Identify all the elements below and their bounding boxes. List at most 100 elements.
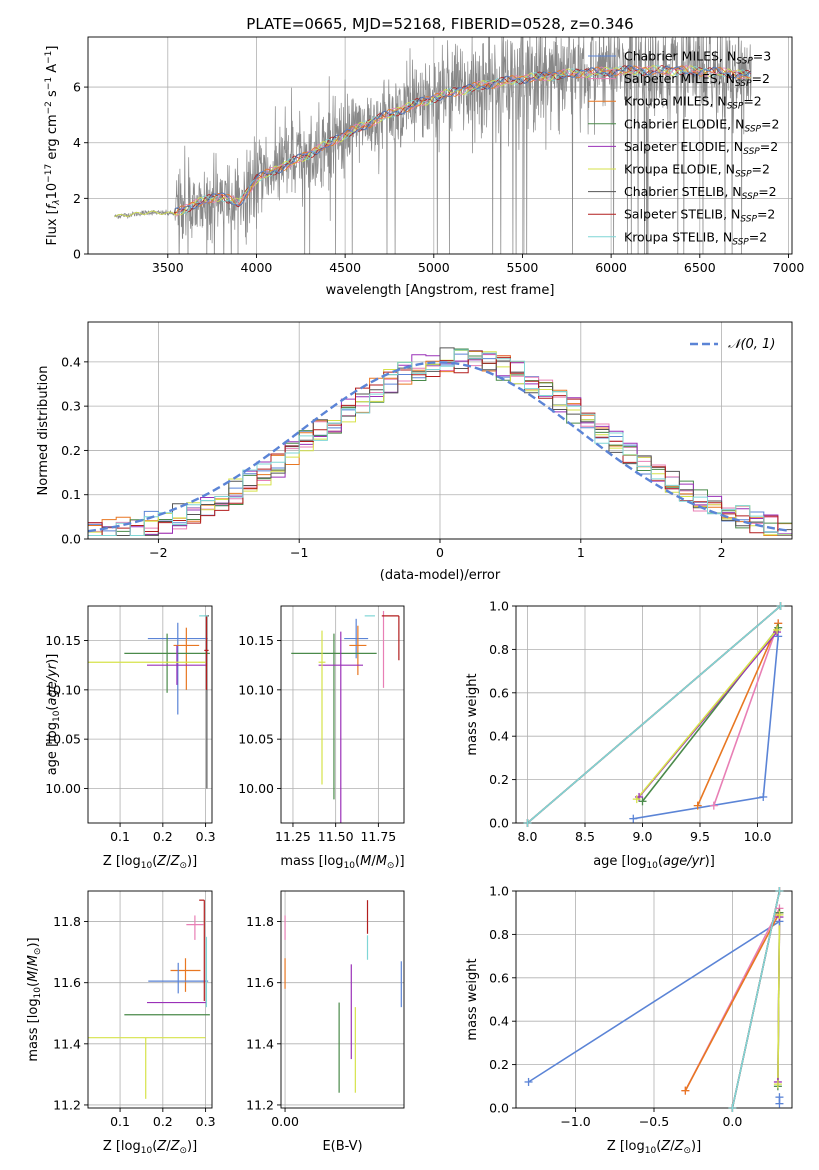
y-tick-label: 11.8 [246,914,274,929]
x-tick-label: 0.2 [153,829,173,844]
y-tick-label: 0.2 [61,443,81,458]
x-axis-label: (data-model)/error [380,568,501,583]
y-tick-label: 10.05 [238,732,274,747]
y-tick-label: 0 [73,247,81,262]
x-tick-label: 8.5 [575,829,595,844]
y-tick-label: 6 [73,80,81,95]
x-tick-label: 7000 [773,260,805,275]
histogram-plot-area [88,347,792,536]
weight-line [684,912,781,1091]
legend-entry: Salpeter STELIB, NSSP=2 [624,207,775,225]
mass_vs_EBV-frame [280,890,405,1109]
x-tick-label: 2 [718,545,726,560]
legend-entry: Chabrier MILES, NSSP=3 [624,49,771,67]
mass_vs_Z-axes: 0.1 0.2 0.3 11.2 11.4 11.6 11.8 Z [log10(Z/Z⊙)]… [26,890,216,1156]
mass_vs_EBV-axes: 0.00 11.2 11.4 11.6 11.8 E(B-V) [246,890,405,1154]
y-tick-label: 0.0 [489,816,509,831]
y-axis-label: age [log10(age/yr)] [45,654,62,776]
x-tick-label: 4000 [241,260,273,275]
x-tick-label: 9.0 [633,829,653,844]
y-tick-label: 2 [73,191,81,206]
model-spectrum-line [174,64,751,210]
error-bar-point [173,627,200,690]
weight-line [713,623,779,806]
weight-line [526,606,782,823]
legend-entry: Salpeter MILES, NSSP=2 [624,71,770,89]
error-bar-point [148,962,209,994]
y-tick-label: 11.6 [246,975,274,990]
error-bar-point [291,633,377,800]
age_vs_mass-plot-area [291,610,400,823]
weight_vs_Z-plot-area [528,891,781,1108]
error-bar-point [204,615,209,690]
spectrum-legend: Chabrier MILES, NSSP=3 Salpeter MILES, NS… [588,49,779,247]
spectrum-axes: 3500 4000 4500 5000 5500 6000 6500 7000 0 2 4 6 wave… [44,36,805,298]
weight_vs_Z-axes: −1.0 −0.5 0.0 0.0 0.2 0.4 0.6 0.8 1.0 Z [log10(Z/… [465,884,793,1156]
y-tick-label: 0.6 [489,970,509,985]
weight-line [636,629,778,800]
error-bar-point [88,1037,206,1099]
y-tick-label: 0.6 [489,685,509,700]
x-tick-label: −2 [149,545,167,560]
y-tick-label: 0.0 [489,1101,509,1116]
error-bar-point [147,645,207,685]
x-tick-label: 3500 [152,260,184,275]
x-tick-label: 1 [577,545,585,560]
y-tick-label: 1.0 [489,884,509,899]
error-bar-point [147,622,208,715]
y-tick-label: 0.2 [489,1057,509,1072]
x-axis-label: mass [log10(M/M⊙)] [280,854,404,871]
y-tick-label: 4 [73,135,81,150]
y-tick-label: 11.8 [53,914,81,929]
x-tick-label: 8.0 [518,829,538,844]
error-bar-point [381,615,400,661]
weight_vs_age-plot-area [526,606,782,823]
y-tick-label: 0.8 [489,927,509,942]
y-tick-label: 11.4 [53,1036,81,1051]
spectrum-frame [87,36,793,255]
error-bar-point [344,618,369,659]
x-tick-label: 0 [436,545,444,560]
weight-line [696,623,779,806]
y-tick-label: 11.2 [53,1097,81,1112]
histogram-step [88,347,792,536]
legend-entry: Chabrier ELODIE, NSSP=2 [624,116,779,134]
y-tick-label: 10.15 [238,633,274,648]
y-tick-label: 10.00 [238,781,274,796]
x-axis-label: Z [log10(Z/Z⊙)] [103,854,197,871]
x-tick-label: 0.3 [196,1114,216,1129]
x-tick-label: 5000 [418,260,450,275]
x-tick-label: 5500 [507,260,539,275]
x-tick-label: 6500 [684,260,716,275]
error-bar-point [199,899,205,1002]
mass_vs_EBV-grid [281,891,404,1108]
histogram-axes: −2 −1 0 1 2 0.0 0.1 0.2 0.3 0.4 𝒩(0, 1) (data-model… [36,321,793,583]
age_vs_Z-frame [87,605,213,824]
x-axis-label: wavelength [Angstrom, rest frame] [326,283,555,298]
mass_vs_Z-frame [87,890,213,1109]
legend-entry: Kroupa ELODIE, NSSP=2 [624,162,770,180]
y-axis-label: mass weight [465,673,480,755]
age_vs_Z-axes: 0.1 0.2 0.3 10.00 10.05 10.10 10.15 Z [log10(Z/… [45,605,216,871]
y-tick-label: 0.3 [61,399,81,414]
weight-line [731,891,781,1108]
age_vs_Z-grid [88,606,212,823]
legend-entry: Kroupa STELIB, NSSP=2 [624,229,767,247]
age_vs_mass-frame [280,605,405,824]
age_vs_Z-plot-area [88,615,210,789]
weight-line [633,636,779,820]
error-bar-point [124,633,210,693]
error-bar-point [186,915,204,940]
error-bar-point [318,631,363,823]
legend-entry: Salpeter ELODIE, NSSP=2 [624,139,778,157]
x-tick-label: 4500 [329,260,361,275]
y-tick-label: 0.1 [61,487,81,502]
x-axis-label: age [log10(age/yr)] [593,854,715,871]
x-tick-label: 10.0 [744,829,772,844]
weight-line [777,914,781,1085]
y-tick-label: 0.4 [489,729,509,744]
error-bar-point [318,630,326,785]
y-tick-label: 11.4 [246,1036,274,1051]
y-tick-label: 11.2 [246,1097,274,1112]
